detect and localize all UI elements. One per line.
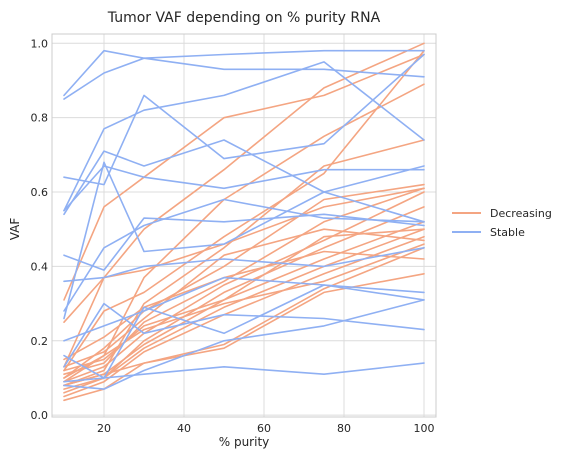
series-line-33 xyxy=(63,362,425,383)
series-lines xyxy=(63,42,425,402)
y-tick-label: 0.2 xyxy=(31,335,49,348)
y-tick-label: 0.6 xyxy=(31,186,49,199)
series-line-29 xyxy=(63,276,425,342)
series-line-32 xyxy=(63,299,425,390)
y-axis-label: VAF xyxy=(8,218,22,241)
x-tick-label: 60 xyxy=(257,422,271,435)
legend-label-0: Decreasing xyxy=(490,207,552,220)
series-line-20 xyxy=(63,57,425,100)
legend: Decreasing Stable xyxy=(452,207,552,239)
x-tick-label: 100 xyxy=(414,422,435,435)
chart-title: Tumor VAF depending on % purity RNA xyxy=(107,10,381,26)
series-line-12 xyxy=(63,247,425,402)
series-line-21 xyxy=(63,61,425,212)
x-tick-label: 80 xyxy=(337,422,351,435)
plot-frame xyxy=(51,33,437,418)
series-line-24 xyxy=(63,165,425,212)
series-line-15 xyxy=(63,250,425,361)
series-line-4 xyxy=(63,49,425,372)
series-line-18 xyxy=(63,187,425,368)
y-tick-label: 0.8 xyxy=(31,112,49,125)
legend-label-1: Stable xyxy=(490,226,525,239)
series-line-14 xyxy=(63,228,425,368)
series-line-16 xyxy=(63,243,425,379)
x-tick-label: 40 xyxy=(177,422,191,435)
series-line-13 xyxy=(63,228,425,372)
series-line-27 xyxy=(63,161,425,320)
series-line-19 xyxy=(63,49,425,97)
series-line-11 xyxy=(63,235,425,398)
y-tick-label: 1.0 xyxy=(31,37,49,50)
series-line-7 xyxy=(63,191,425,383)
series-line-3 xyxy=(63,139,425,387)
x-axis-label: % purity xyxy=(219,435,270,449)
x-tick-label: 20 xyxy=(97,422,111,435)
series-line-9 xyxy=(63,221,425,387)
series-line-22 xyxy=(63,139,425,223)
series-line-23 xyxy=(63,53,425,186)
series-line-31 xyxy=(63,302,425,368)
series-line-25 xyxy=(63,213,425,271)
tick-labels: 20 40 60 80 100 0.0 0.2 0.4 0.6 0.8 1.0 xyxy=(31,37,435,435)
y-tick-label: 0.0 xyxy=(31,409,49,422)
series-line-10 xyxy=(63,228,425,394)
series-line-0 xyxy=(63,53,425,301)
series-line-1 xyxy=(63,42,425,324)
series-line-26 xyxy=(63,198,425,312)
series-line-30 xyxy=(63,284,425,379)
y-tick-label: 0.4 xyxy=(31,260,49,273)
series-line-28 xyxy=(63,247,425,283)
plot-border xyxy=(51,33,437,418)
